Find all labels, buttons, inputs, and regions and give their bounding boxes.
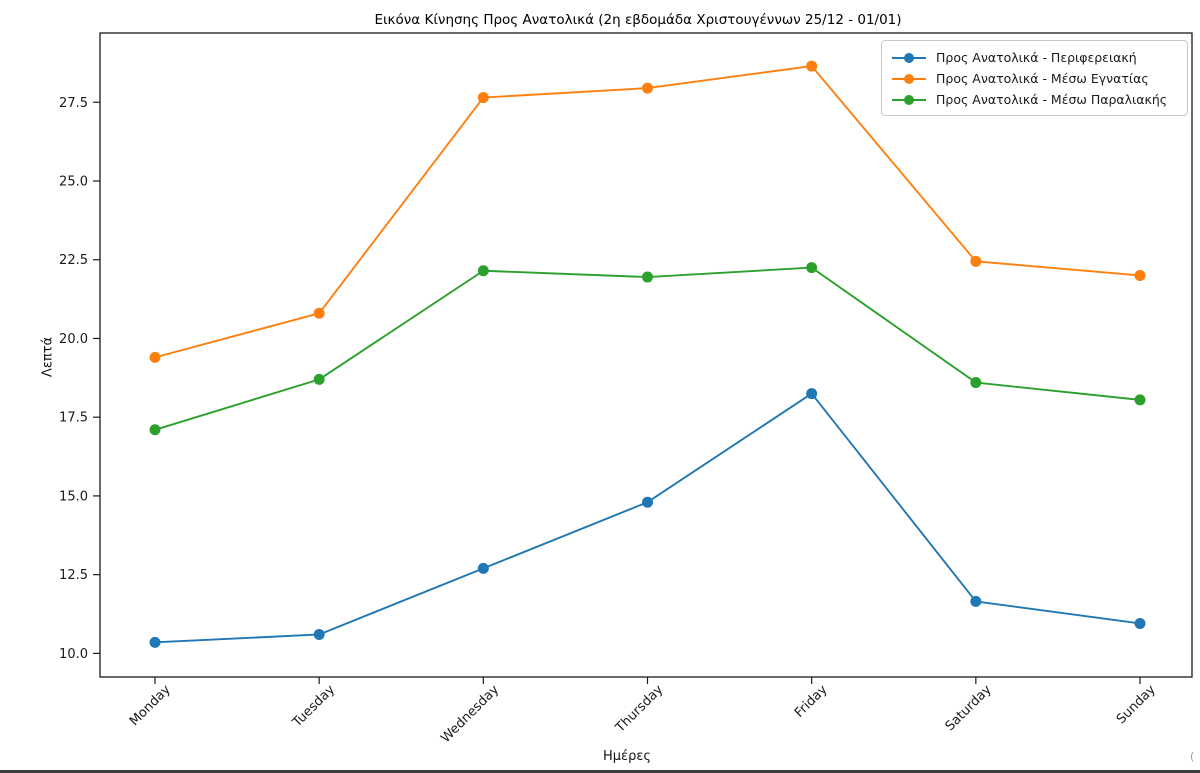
legend-marker-icon (892, 73, 926, 84)
data-point (477, 265, 489, 277)
legend: Προς Ανατολικά - Περιφερειακή Προς Ανατολ… (881, 40, 1188, 116)
data-point (806, 262, 818, 274)
legend-dot (904, 94, 914, 105)
legend-dot (904, 52, 914, 63)
y-tick-label: 22.5 (59, 253, 88, 268)
window-bottom-edge (0, 770, 1200, 773)
x-axis-label: Ημέρες (603, 749, 651, 764)
x-tick-label: Tuesday (289, 682, 338, 731)
legend-label: Προς Ανατολικά - Περιφερειακή (936, 50, 1137, 65)
x-tick-label: Monday (127, 682, 174, 729)
chart-title: Εικόνα Κίνησης Προς Ανατολικά (2η εβδομά… (374, 12, 902, 28)
data-point (642, 271, 653, 283)
series-line-0 (154, 392, 1141, 644)
y-tick-label: 20.0 (59, 332, 88, 347)
data-point (477, 562, 489, 574)
legend-item-0: Προς Ανατολικά - Περιφερειακή (890, 47, 1179, 68)
legend-label: Προς Ανατολικά - Μέσω Παραλιακής (936, 92, 1168, 107)
axes-frame (99, 32, 1193, 678)
data-point (970, 377, 982, 389)
data-point (970, 595, 982, 607)
data-point (313, 307, 325, 319)
x-tick-label: Friday (792, 682, 831, 721)
y-tick-label: 15.0 (59, 489, 88, 504)
corner-artifact: ( (1190, 750, 1195, 763)
y-tick-label: 10.0 (59, 647, 88, 662)
x-tick-label: Sunday (1114, 682, 1159, 727)
series-line-2 (154, 266, 1141, 431)
y-tick-label: 25.0 (59, 175, 88, 190)
x-tick-label: Saturday (943, 682, 995, 734)
legend-marker-icon (892, 52, 926, 63)
y-tick-label: 17.5 (59, 411, 88, 426)
data-point (149, 424, 161, 436)
legend-label: Προς Ανατολικά - Μέσω Εγνατίας (936, 71, 1149, 86)
data-point (149, 351, 161, 363)
legend-item-2: Προς Ανατολικά - Μέσω Παραλιακής (890, 89, 1179, 110)
data-point (313, 628, 325, 640)
data-point (642, 496, 653, 508)
data-point (806, 60, 818, 72)
data-point (1134, 269, 1146, 281)
y-tick-label: 12.5 (59, 568, 88, 583)
data-point (970, 255, 982, 267)
data-point (806, 388, 818, 400)
data-point (1134, 394, 1146, 406)
data-point (1134, 617, 1146, 629)
x-tick-label: Thursday (612, 682, 666, 736)
data-point (477, 92, 489, 104)
legend-item-1: Προς Ανατολικά - Μέσω Εγνατίας (890, 68, 1179, 89)
x-tick-label: Wednesday (438, 682, 502, 746)
data-point (149, 636, 161, 648)
y-tick-label: 27.5 (59, 96, 88, 111)
y-axis-label: Λεπτά (40, 336, 56, 378)
legend-dot (904, 73, 914, 84)
data-point (642, 82, 653, 94)
legend-marker-icon (892, 94, 926, 105)
data-point (313, 373, 325, 385)
